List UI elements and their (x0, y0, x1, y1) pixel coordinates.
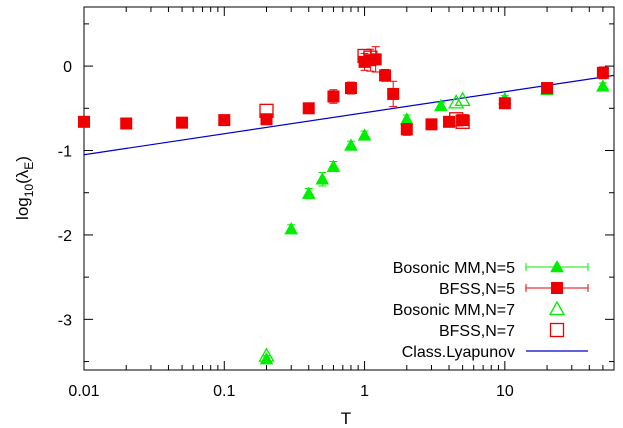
data-point-filled-square (400, 123, 413, 136)
x-tick-label: 1 (360, 383, 369, 400)
data-point-filled-square (541, 82, 554, 95)
data-point-filled-triangle (326, 159, 341, 172)
data-point-filled-triangle (344, 138, 358, 151)
y-tick-label: -3 (58, 312, 72, 329)
data-point-filled-triangle (301, 186, 316, 199)
data-point-filled-triangle (315, 172, 330, 185)
data-point-filled-triangle (357, 128, 372, 141)
data-point-filled-triangle (399, 112, 414, 125)
y-tick-label: 0 (63, 59, 72, 76)
x-axis-label: T (341, 409, 351, 428)
y-label-sub: 10 (22, 184, 36, 198)
legend-label: Bosonic MM,N=7 (393, 302, 515, 319)
legend-label: Bosonic MM,N=5 (393, 260, 515, 277)
legend: Bosonic MM,N=5 BFSS,N=5 Bosonic MM,N=7 BFSS… (393, 259, 589, 361)
data-point-open-square (363, 50, 378, 65)
x-tick-label: 0.1 (213, 383, 235, 400)
legend-marker-filled-triangle (550, 259, 564, 273)
legend-label: Class.Lyapunov (402, 344, 515, 361)
y-tick-label: -2 (58, 228, 72, 245)
data-point-filled-triangle (284, 221, 299, 235)
data-point-filled-square (379, 69, 392, 82)
data-point-filled-square (387, 87, 400, 100)
data-point-filled-square (443, 115, 456, 128)
data-point-filled-square (425, 118, 438, 131)
data-point-filled-square (596, 66, 609, 79)
data-point-open-triangle (454, 91, 471, 107)
data-point-open-square (259, 103, 274, 118)
axis-ticks: 0.01 0.1 1 10 0 -1 -2 -3 (58, 7, 614, 400)
y-label-base: log (13, 197, 32, 220)
legend-marker-filled-square (551, 282, 563, 294)
y-tick-label: -1 (58, 144, 72, 161)
y-axis-label: log10(λE) (13, 156, 36, 220)
data-point-filled-square (218, 114, 231, 127)
data-point-open-square (357, 48, 372, 64)
legend-marker-open-square (549, 322, 565, 338)
data-point-filled-square (327, 90, 340, 103)
data-point-filled-square (369, 53, 382, 66)
plot-border (83, 6, 615, 371)
data-point-filled-square (344, 82, 357, 95)
data-point-filled-square (302, 102, 315, 115)
data-point-open-triangle (258, 347, 275, 362)
x-tick-label: 0.01 (68, 383, 99, 400)
data-point-filled-square (176, 116, 189, 129)
data-points (78, 46, 610, 365)
y-label-close: ) (13, 156, 32, 162)
data-point-open-square (455, 114, 470, 129)
legend-label: BFSS,N=7 (439, 323, 515, 340)
classical-lyapunov-line (83, 74, 615, 156)
data-point-filled-square (260, 113, 273, 126)
legend-label: BFSS,N=5 (439, 281, 515, 298)
data-point-filled-square (498, 97, 511, 110)
plot-frame (83, 6, 615, 371)
data-point-filled-triangle (596, 79, 610, 92)
legend-marker-open-triangle (548, 300, 566, 316)
data-point-filled-square (120, 117, 133, 130)
classical-lyapunov-fit-line (83, 74, 615, 156)
data-point-filled-square (78, 115, 90, 128)
x-tick-label: 10 (496, 383, 514, 400)
data-point-filled-triangle (259, 351, 274, 365)
y-label-sub2: E (22, 162, 36, 170)
data-point-filled-triangle (434, 98, 448, 112)
y-label-open: (λ (13, 169, 32, 184)
data-point-open-triangle (448, 94, 465, 109)
